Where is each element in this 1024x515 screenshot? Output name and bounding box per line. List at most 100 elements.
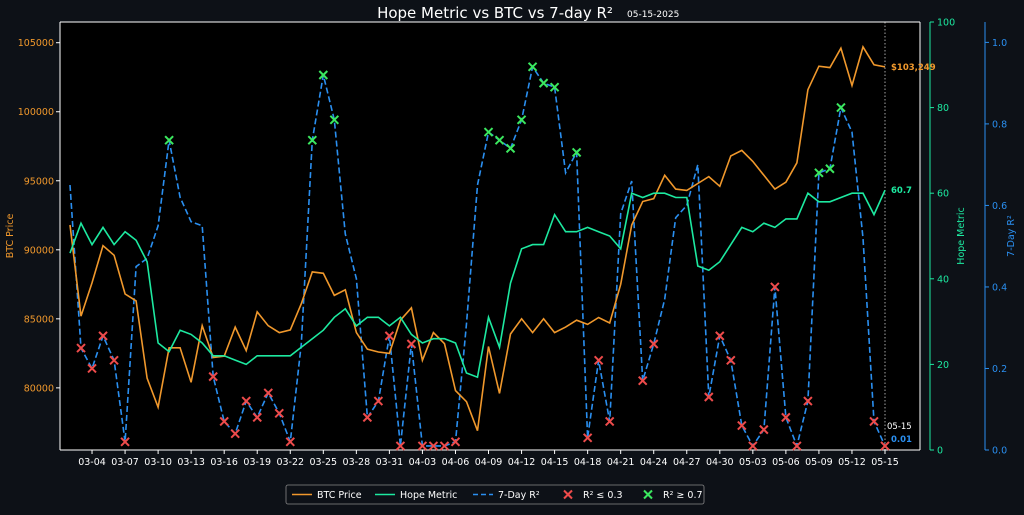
r2-low-marker — [770, 282, 780, 292]
r2-low-marker-stroke — [726, 355, 736, 366]
r2-low-marker-stroke — [450, 437, 461, 447]
r2-low-marker-stroke — [792, 441, 802, 451]
axes-layer: 80000 85000 90000 95000 100000 105000 0 20 40 60 8… — [5, 18, 1017, 469]
r2-low-marker-stroke — [241, 396, 251, 406]
x-tick-label: 03-10 — [144, 457, 172, 468]
r2-high-marker — [483, 127, 494, 137]
hope-tick-label: 60 — [937, 189, 949, 200]
r2-high-marker-stroke — [549, 82, 560, 92]
r2-low-marker — [274, 408, 284, 419]
r2-low-marker-stroke — [428, 441, 439, 451]
r2-low-marker — [285, 437, 295, 447]
annotations-layer: $103,249 60.7 05-15 0.01 — [887, 63, 936, 445]
r2-tick-label: 0.0 — [992, 446, 1007, 457]
r2-tick-label: 0.8 — [992, 119, 1007, 130]
r2-high-marker-stroke — [825, 164, 835, 174]
r2-low-marker-stroke — [263, 388, 273, 398]
r2-high-marker — [494, 135, 505, 145]
r2-low-marker — [704, 392, 714, 402]
x-tick-label: 04-24 — [640, 457, 668, 468]
r2-low-marker-stroke — [395, 441, 406, 451]
r2-low-marker — [726, 355, 736, 366]
r2-high-marker-stroke — [318, 70, 329, 80]
last-date-label: 05-15 — [887, 422, 912, 432]
r2-low-marker-stroke — [715, 331, 725, 341]
btc-tick-label: 105000 — [18, 38, 54, 49]
r2-low-marker-stroke — [384, 331, 395, 341]
r2-low-marker — [373, 396, 384, 406]
r2-high-marker — [825, 164, 835, 174]
r2-low-marker — [230, 428, 240, 439]
x-tick-label: 03-04 — [78, 457, 106, 468]
r2-low-marker-stroke — [781, 412, 791, 423]
x-tick-label: 05-12 — [838, 457, 866, 468]
r2-low-marker — [792, 441, 802, 451]
r2-low-marker — [869, 416, 879, 427]
r2-low-marker — [593, 355, 604, 366]
series-layer — [69, 44, 886, 449]
r2-low-marker — [759, 424, 769, 435]
btc-tick-label: 80000 — [24, 383, 54, 394]
hope-tick-label: 20 — [937, 360, 949, 371]
r2-tick-label: 1.0 — [992, 38, 1007, 49]
r2-low-marker — [803, 396, 813, 406]
x-tick-label: 04-15 — [541, 457, 569, 468]
r2-low-marker — [406, 339, 417, 349]
hope-series-line — [69, 189, 886, 379]
r2-low-marker-stroke — [439, 441, 450, 451]
r2-high-marker — [505, 143, 516, 154]
btc-series-line — [69, 44, 886, 431]
x-tick-label: 03-16 — [210, 457, 238, 468]
hope-tick-label: 100 — [937, 18, 955, 29]
r2-low-marker — [737, 420, 747, 431]
btc-axis-label: BTC Price — [5, 214, 16, 259]
r2-low-marker — [880, 441, 890, 451]
r2-high-marker-stroke — [164, 135, 174, 145]
legend-label: R² ≥ 0.7 — [663, 490, 703, 501]
r2-high-marker — [164, 135, 174, 145]
chart-title: Hope Metric vs BTC vs 7-day R² — [377, 4, 613, 22]
x-tick-label: 04-12 — [508, 457, 536, 468]
r2-low-marker-stroke — [748, 441, 758, 451]
r2-low-marker-stroke — [285, 437, 295, 447]
hope-tick-label: 80 — [937, 103, 949, 114]
r2-low-marker — [252, 412, 262, 423]
r2-high-marker — [538, 78, 549, 88]
hope-tick-label: 0 — [937, 446, 943, 457]
r2-low-marker — [649, 339, 659, 349]
r2-low-marker — [384, 331, 395, 341]
btc-last-value: $103,249 — [891, 63, 936, 73]
x-tick-label: 04-06 — [442, 457, 470, 468]
r2-high-marker-stroke — [836, 102, 846, 113]
x-tick-label: 03-13 — [177, 457, 205, 468]
x-tick-label: 04-27 — [673, 457, 701, 468]
r2-low-marker — [450, 437, 461, 447]
r2-low-marker-stroke — [869, 416, 879, 427]
r2-low-marker-stroke — [219, 416, 229, 427]
r2-low-marker — [208, 371, 218, 382]
r2-high-marker-stroke — [527, 62, 538, 72]
r2-high-marker — [527, 62, 538, 72]
r2-low-marker — [76, 343, 86, 353]
legend-label: R² ≤ 0.3 — [583, 490, 623, 501]
btc-tick-label: 95000 — [24, 176, 54, 187]
r2-high-marker-stroke — [516, 115, 527, 125]
r2-low-marker — [417, 441, 428, 451]
r2-low-marker-stroke — [604, 416, 615, 427]
r2-low-marker-stroke — [230, 428, 240, 439]
r2-high-marker-stroke — [494, 135, 505, 145]
legend-label: 7-Day R² — [498, 490, 540, 501]
x-tick-label: 03-31 — [376, 457, 404, 468]
x-tick-label: 04-03 — [409, 457, 437, 468]
r2-tick-label: 0.6 — [992, 201, 1007, 212]
r2-high-marker-stroke — [814, 168, 824, 178]
r2-high-marker — [318, 70, 329, 80]
r2-low-marker-stroke — [637, 375, 648, 386]
r2-low-marker-stroke — [76, 343, 86, 353]
x-tick-label: 04-18 — [574, 457, 602, 468]
r2-high-marker — [571, 147, 582, 158]
r2-high-marker-stroke — [329, 115, 340, 125]
legend: BTC Price Hope Metric 7-Day R² R² ≤ 0.3 R² ≥… — [285, 484, 705, 505]
r2-tick-label: 0.2 — [992, 364, 1007, 375]
